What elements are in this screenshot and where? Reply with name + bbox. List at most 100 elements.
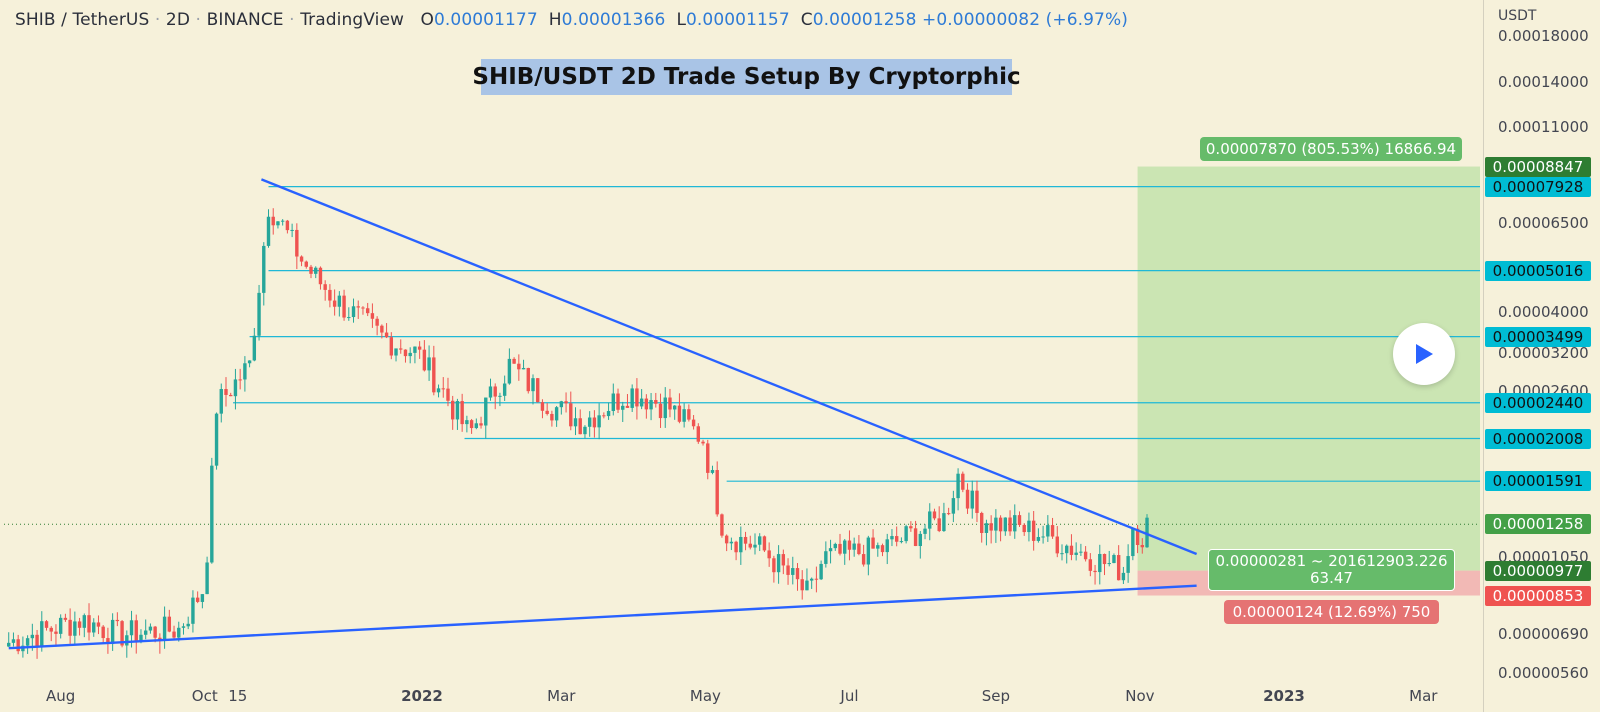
candle-up: [554, 407, 559, 421]
candle-up: [214, 413, 219, 466]
candle-up: [110, 619, 115, 645]
candle-down: [734, 541, 738, 553]
candle-down: [328, 289, 332, 301]
high-label: H: [548, 10, 562, 30]
candle-down: [101, 626, 105, 639]
candle-down: [134, 620, 138, 643]
exchange-label: BINANCE: [206, 10, 284, 30]
candle-up: [597, 415, 601, 428]
candle-down: [720, 514, 724, 536]
low-value: 0.00001157: [686, 10, 790, 30]
candle-down: [677, 405, 682, 422]
candle-up: [314, 267, 318, 274]
price-badge-level: 0.00007928: [1485, 176, 1591, 197]
price-badge-level: 0.00002008: [1485, 428, 1591, 449]
stop-label[interactable]: 0.00000124 (12.69%) 750: [1224, 599, 1439, 624]
candle-down: [365, 308, 370, 314]
candle-down: [68, 619, 72, 636]
candle-up: [819, 563, 823, 580]
candle-up: [729, 541, 734, 544]
candle-up: [621, 405, 625, 410]
candle-up: [1131, 528, 1135, 557]
candle-down: [460, 401, 464, 425]
candle-down: [654, 400, 658, 404]
candle-down: [432, 357, 436, 393]
candle-down: [271, 216, 275, 226]
candle-down: [857, 543, 861, 555]
candle-up: [1013, 515, 1017, 532]
candle-down: [687, 409, 691, 420]
price-tick: 0.00000560: [1498, 663, 1589, 682]
candle-down: [304, 261, 308, 267]
candle-up: [266, 216, 271, 246]
entry-label[interactable]: 0.00000281 ~ 201612903.226 63.47: [1208, 548, 1455, 591]
candle-down: [238, 379, 242, 381]
candle-down: [550, 413, 554, 421]
target-label[interactable]: 0.00007870 (805.53%) 16866.94: [1200, 136, 1462, 161]
price-badge-level: 0.00005016: [1485, 260, 1591, 281]
candle-down: [564, 401, 568, 404]
price-tick: 0.00000690: [1498, 625, 1589, 644]
candle-up: [40, 621, 44, 647]
candle-up: [1046, 525, 1050, 537]
candle-up: [1003, 517, 1008, 532]
candle-down: [469, 420, 474, 429]
price-badge-level: 0.00001591: [1485, 471, 1591, 492]
time-tick: 2022: [401, 687, 443, 705]
candle-down: [285, 220, 290, 231]
candle-down: [786, 565, 790, 575]
candle-up: [257, 292, 261, 336]
candle-down: [356, 306, 360, 308]
candle-down: [493, 386, 497, 397]
candle-up: [1145, 517, 1149, 548]
candle-up: [606, 410, 611, 417]
candle-down: [1022, 524, 1026, 533]
open-label: O: [420, 10, 435, 30]
candle-up: [1121, 572, 1126, 581]
candle-down: [975, 490, 979, 513]
candle-up: [243, 363, 247, 380]
time-tick: 15: [228, 687, 248, 705]
candle-up: [639, 398, 644, 407]
candle-down: [569, 403, 573, 427]
interval-label[interactable]: 2D: [165, 10, 191, 30]
candle-up: [710, 470, 715, 473]
candle-up: [1126, 556, 1130, 573]
candle-up: [923, 528, 927, 534]
candle-down: [172, 631, 176, 638]
candle-down: [446, 388, 450, 401]
change-value: +0.00000082 (+6.97%): [922, 10, 1128, 30]
symbol-name[interactable]: SHIB / TetherUS: [15, 10, 150, 30]
candle-up: [484, 397, 488, 426]
candle-down: [880, 545, 885, 553]
candle-down: [696, 426, 701, 442]
price-tick: 0.00004000: [1498, 303, 1589, 322]
candle-up: [876, 545, 880, 549]
candle-up: [11, 639, 16, 643]
price-badge-level: 0.00002440: [1485, 392, 1591, 413]
candle-up: [219, 389, 223, 414]
candle-down: [980, 512, 984, 533]
candle-up: [455, 401, 460, 420]
candle-up: [1065, 545, 1069, 554]
candle-up: [1112, 555, 1116, 564]
candle-down: [77, 621, 82, 628]
candle-down: [1093, 570, 1097, 573]
candle-down: [701, 441, 705, 444]
candle-down: [63, 617, 68, 620]
candle-down: [767, 550, 771, 559]
candle-up: [92, 622, 96, 633]
candle-down: [743, 536, 748, 544]
play-button[interactable]: [1393, 323, 1455, 385]
time-tick: Nov: [1125, 687, 1155, 705]
candle-down: [536, 378, 540, 403]
candle-up: [1041, 536, 1045, 538]
candle-down: [540, 402, 545, 411]
candle-up: [833, 543, 837, 549]
low-label: L: [676, 10, 687, 30]
source-label: TradingView: [300, 10, 405, 30]
candle-up: [58, 617, 63, 634]
candle-up: [573, 418, 578, 427]
candle-up: [186, 623, 190, 627]
candle-down: [668, 397, 672, 410]
